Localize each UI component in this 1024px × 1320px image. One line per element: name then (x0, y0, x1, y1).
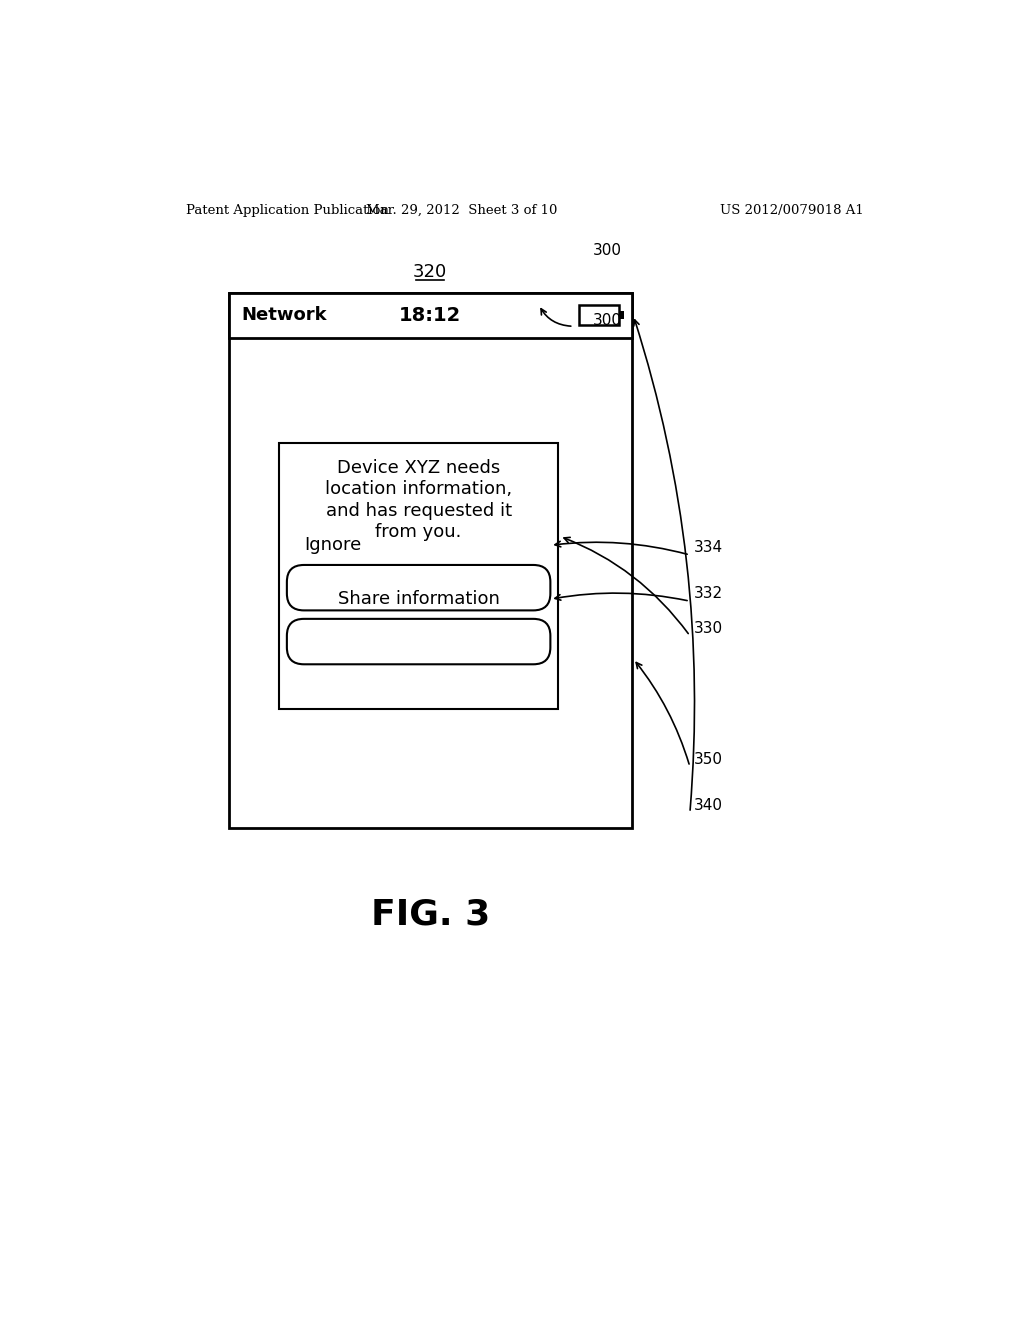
Text: Ignore: Ignore (304, 536, 361, 554)
Text: 320: 320 (413, 264, 447, 281)
Text: FIG. 3: FIG. 3 (371, 898, 489, 932)
Text: Mar. 29, 2012  Sheet 3 of 10: Mar. 29, 2012 Sheet 3 of 10 (366, 205, 557, 218)
Text: and has requested it: and has requested it (326, 502, 512, 520)
Text: 332: 332 (693, 586, 723, 601)
Text: 330: 330 (693, 620, 723, 636)
FancyBboxPatch shape (287, 619, 550, 664)
Bar (620, 312, 624, 319)
Bar (579, 305, 620, 326)
Text: 340: 340 (693, 797, 723, 813)
Bar (228, 293, 632, 829)
Text: 18:12: 18:12 (399, 306, 462, 325)
Text: 350: 350 (693, 751, 723, 767)
Bar (228, 293, 632, 338)
FancyBboxPatch shape (287, 565, 550, 610)
Text: 300: 300 (593, 313, 622, 327)
Text: Device XYZ needs: Device XYZ needs (337, 459, 501, 477)
Text: Network: Network (241, 306, 327, 325)
Text: US 2012/0079018 A1: US 2012/0079018 A1 (721, 205, 864, 218)
Text: location information,: location information, (325, 480, 512, 498)
Text: 300: 300 (593, 243, 622, 259)
Text: from you.: from you. (376, 524, 462, 541)
Text: 334: 334 (693, 540, 723, 554)
Text: Share information: Share information (338, 590, 500, 609)
Text: Patent Application Publication: Patent Application Publication (186, 205, 389, 218)
Bar (280, 444, 558, 709)
